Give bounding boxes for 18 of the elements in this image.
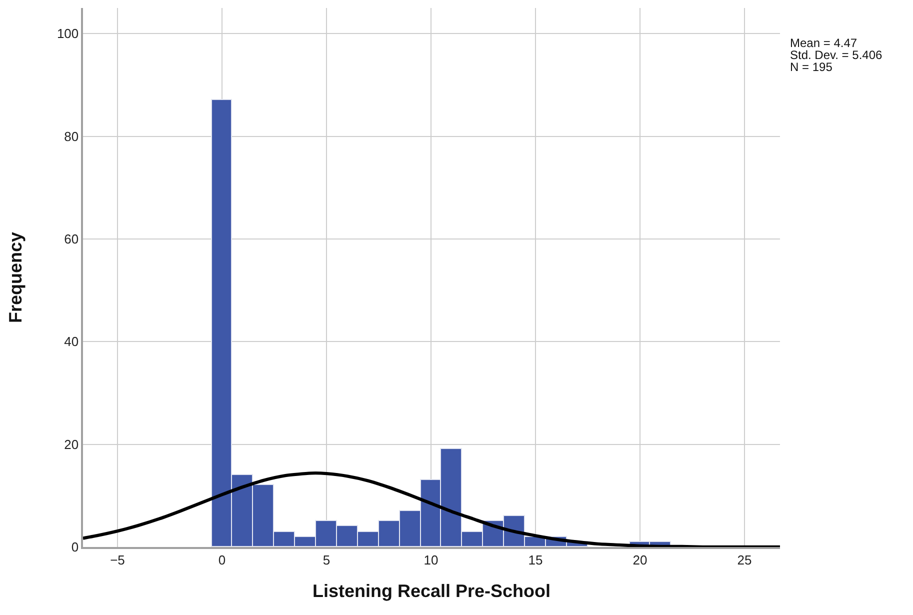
x-tick-label: 15 [528,552,543,568]
x-tick-label: 20 [632,552,648,568]
y-axis-title: Frequency [6,232,26,324]
x-tick-label: 25 [737,552,752,568]
x-tick-label: 0 [218,552,226,568]
text: Std. Dev. = 5.406 [790,48,882,62]
text: N = 195 [790,60,833,74]
y-tick-label: 100 [56,26,79,42]
x-axis-title: Listening Recall Pre-School [312,580,551,601]
x-tick-label: 5 [322,552,330,568]
y-tick-label: 0 [71,540,79,555]
y-tick-label: 20 [64,436,79,452]
x-tick-label: −5 [110,552,125,568]
x-tick-label: 10 [424,552,438,568]
y-tick-label: 80 [64,128,79,144]
y-tick-label: 40 [64,334,79,350]
text: Mean = 4.47 [790,36,858,50]
y-tick-label: 60 [64,232,79,247]
